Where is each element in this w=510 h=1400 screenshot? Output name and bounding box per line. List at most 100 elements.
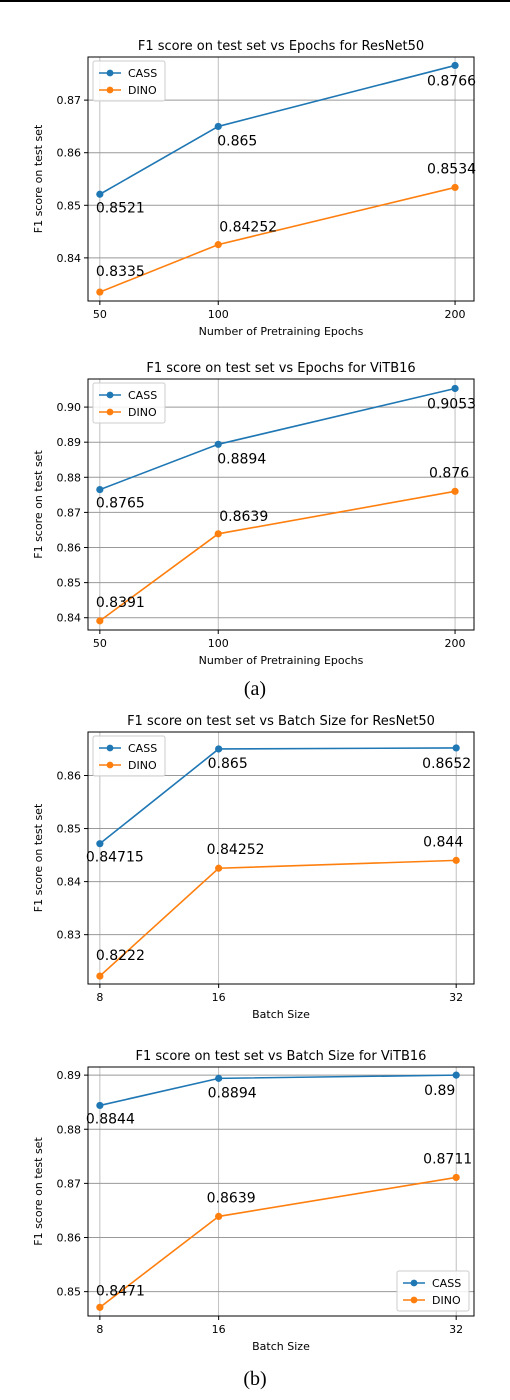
data-label-dino: 0.876 [429, 465, 469, 481]
data-point-dino [96, 288, 104, 296]
data-point-cass [452, 1071, 460, 1079]
y-tick-label: 0.84 [57, 252, 82, 265]
chart-panel-3: 8 16 32 0.83 0.84 0.85 0.86 F1 score on test se… [32, 714, 475, 1021]
y-tick-label: 0.89 [57, 1069, 82, 1082]
y-axis-label: F1 score on test set [32, 450, 45, 559]
y-tick-label: 0.86 [57, 1232, 82, 1245]
y-tick-label: 0.86 [57, 542, 82, 555]
caption-a: (a) [243, 678, 267, 700]
plot-frame [87, 56, 475, 302]
data-point-dino [452, 856, 460, 864]
legend-label-dino: DINO [128, 84, 157, 97]
plot-frame [87, 378, 475, 631]
y-axis-label: F1 score on test set [32, 803, 45, 912]
data-point-cass [215, 745, 223, 753]
series-line-dino [99, 186, 456, 293]
data-label-dino: 0.8471 [96, 1283, 145, 1299]
x-tick-label: 200 [445, 308, 466, 321]
data-label-dino: 0.8222 [96, 948, 145, 964]
data-label-cass: 0.8894 [208, 1085, 257, 1101]
x-tick-label: 16 [212, 991, 226, 1004]
data-point-dino [214, 530, 222, 538]
y-tick-label: 0.90 [57, 401, 82, 414]
y-tick-label: 0.88 [57, 1123, 82, 1136]
plot-frame [87, 1066, 475, 1317]
x-tick-label: 16 [212, 1323, 226, 1336]
x-tick-label: 50 [93, 637, 107, 650]
data-point-cass [96, 190, 104, 198]
x-axis-label: Batch Size [252, 1008, 310, 1021]
y-tick-label: 0.87 [57, 1177, 82, 1190]
data-point-dino [96, 617, 104, 625]
series-line-dino [99, 490, 456, 622]
data-point-cass [96, 1101, 104, 1110]
caption-b: (b) [243, 1368, 267, 1390]
y-tick-label: 0.87 [57, 506, 82, 519]
y-tick-label: 0.85 [57, 1286, 82, 1299]
chart-title: F1 score on test set vs Batch Size for R… [127, 714, 435, 729]
y-tick-label: 0.83 [57, 929, 82, 942]
x-tick-label: 200 [445, 637, 466, 650]
data-point-dino [452, 1173, 460, 1182]
data-point-cass [451, 384, 459, 393]
data-label-cass: 0.8844 [86, 1111, 135, 1127]
y-tick-label: 0.85 [57, 577, 82, 590]
legend: CASS DINO [92, 60, 166, 102]
x-tick-label: 8 [96, 991, 103, 1004]
data-label-dino: 0.8711 [423, 1151, 472, 1167]
data-point-cass [96, 840, 104, 848]
y-tick-label: 0.85 [57, 823, 82, 836]
x-axis-label: Number of Pretraining Epochs [199, 654, 364, 667]
chart-title: F1 score on test set vs Epochs for ViTB1… [146, 361, 415, 376]
data-label-dino: 0.8391 [96, 595, 145, 611]
x-tick-label: 32 [449, 991, 463, 1004]
legend-marker-cass [106, 391, 114, 399]
data-point-cass [451, 61, 459, 70]
legend-marker-dino [106, 408, 114, 416]
data-point-cass [214, 122, 222, 131]
legend-label-cass: CASS [128, 389, 157, 402]
legend-marker-cass [106, 69, 114, 77]
data-point-cass [452, 744, 460, 752]
data-point-cass [96, 485, 104, 494]
y-tick-label: 0.89 [57, 436, 82, 449]
chart-panel-4: 8 16 32 0.85 0.86 0.87 0.88 0.89 F1 score on tes… [32, 1049, 475, 1353]
y-tick-label: 0.84 [57, 612, 82, 625]
data-label-dino: 0.84252 [219, 220, 277, 236]
y-axis-label: F1 score on test set [32, 124, 45, 233]
y-tick-label: 0.86 [57, 770, 82, 783]
y-tick-label: 0.85 [57, 199, 82, 212]
data-label-cass: 0.8766 [427, 73, 476, 89]
data-label-dino: 0.8335 [96, 264, 145, 280]
chart-panel-1: 50 100 200 0.84 0.85 0.86 0.87 F1 score on test… [32, 39, 476, 338]
data-label-cass: 0.89 [424, 1083, 455, 1099]
legend-marker-cass [410, 1279, 418, 1287]
chart-title: F1 score on test set vs Batch Size for V… [136, 1049, 427, 1064]
x-tick-label: 100 [208, 637, 229, 650]
x-axis-label: Batch Size [252, 1340, 310, 1353]
y-tick-label: 0.87 [57, 94, 82, 107]
y-axis-label: F1 score on test set [32, 1137, 45, 1246]
x-tick-label: 8 [96, 1323, 103, 1336]
x-tick-label: 32 [449, 1323, 463, 1336]
data-label-dino: 0.84252 [207, 842, 265, 858]
series-line-dino [99, 859, 457, 977]
data-label-cass: 0.8894 [217, 451, 266, 467]
plot-frame [87, 731, 475, 985]
data-label-dino: 0.8639 [207, 1190, 256, 1206]
series-line-cass [99, 1074, 457, 1107]
legend-label-cass: CASS [128, 67, 157, 80]
data-point-cass [214, 440, 222, 448]
legend-label-dino: DINO [128, 759, 157, 772]
data-label-cass: 0.8521 [96, 200, 145, 216]
data-label-cass: 0.865 [217, 133, 257, 149]
data-label-cass: 0.8652 [422, 756, 471, 772]
data-point-cass [215, 1074, 223, 1082]
legend-marker-cass [106, 744, 114, 752]
data-label-dino: 0.844 [423, 834, 463, 850]
y-tick-label: 0.88 [57, 471, 82, 484]
data-label-cass: 0.84715 [86, 850, 144, 866]
data-label-dino: 0.8534 [427, 161, 476, 177]
legend: CASS DINO [92, 382, 166, 424]
